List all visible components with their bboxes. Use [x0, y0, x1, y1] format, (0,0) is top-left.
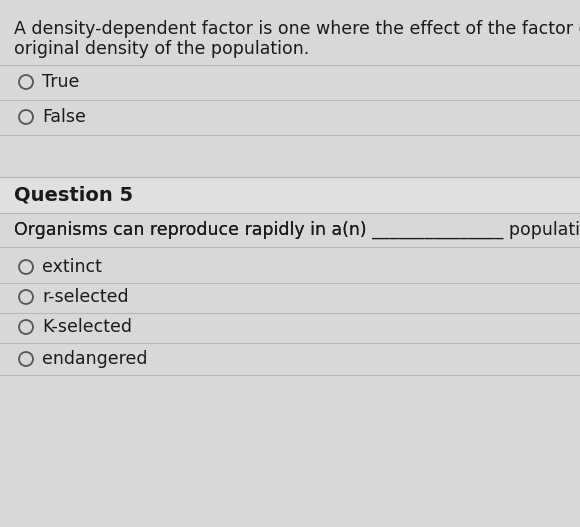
Text: endangered: endangered [42, 350, 147, 368]
Text: A density-dependent factor is one where the effect of the factor on the size: A density-dependent factor is one where … [14, 20, 580, 38]
Text: r-selected: r-selected [42, 288, 129, 306]
Text: True: True [42, 73, 79, 91]
Text: extinct: extinct [42, 258, 102, 276]
Text: original density of the population.: original density of the population. [14, 40, 309, 58]
Text: Organisms can reproduce rapidly in a(n) _______________ population.: Organisms can reproduce rapidly in a(n) … [14, 221, 580, 239]
Bar [0, 177, 580, 213]
Text: Question 5: Question 5 [14, 186, 133, 204]
Text: Organisms can reproduce rapidly in a(n): Organisms can reproduce rapidly in a(n) [14, 221, 372, 239]
Text: K-selected: K-selected [42, 318, 132, 336]
Text: False: False [42, 108, 86, 126]
